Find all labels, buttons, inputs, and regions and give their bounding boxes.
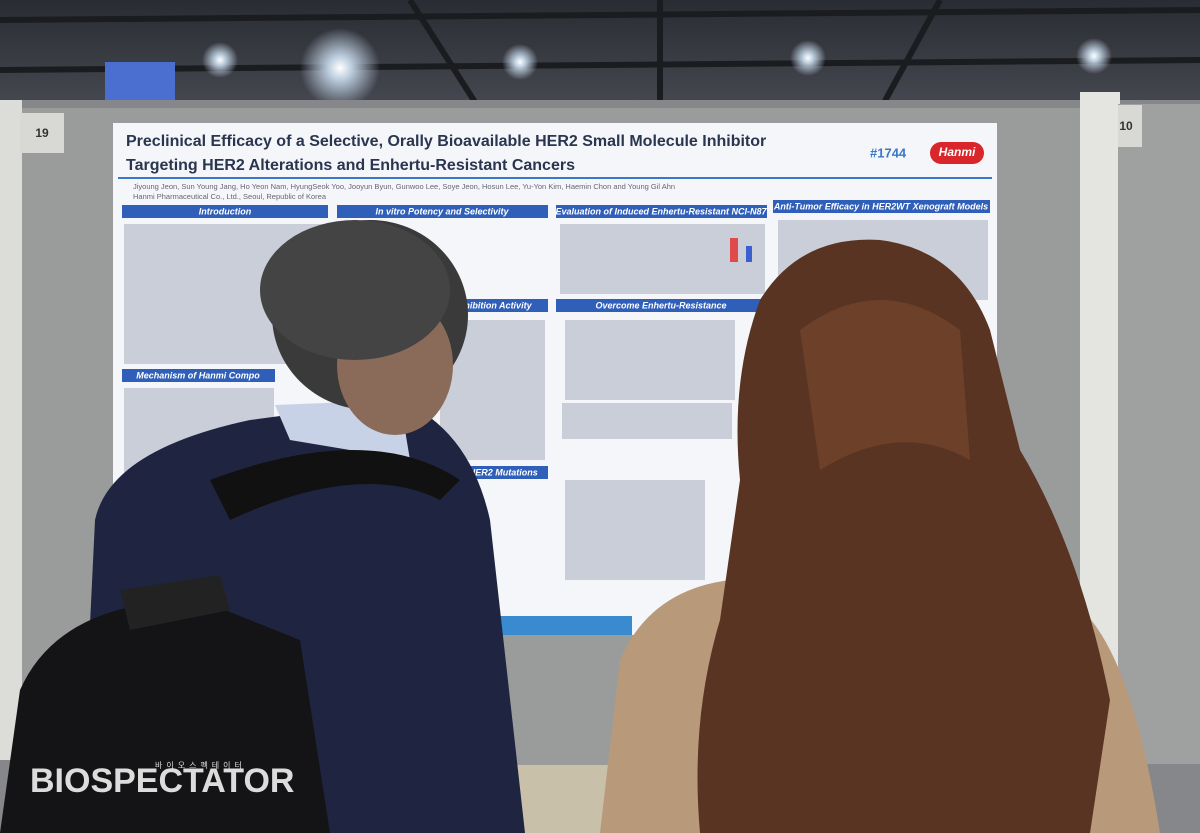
watermark-brand: BIOSPECTATOR [30,762,294,800]
board-post [0,100,22,760]
section-header: Inhibition Activity [456,300,532,310]
title-rule [118,177,992,179]
man [0,220,525,833]
poster-number: #1744 [870,145,907,160]
section-header: Mechanism of Hanmi Compo [136,370,260,380]
board-number: 10 [1119,119,1133,133]
trusses [0,0,1200,112]
section-header: and HER2 Mutations [450,467,538,477]
section-header: Introduction [199,206,252,216]
section-bars [122,200,990,635]
board-tag [1118,105,1142,147]
poster-title: Targeting HER2 Alterations and Enhertu-R… [126,157,575,174]
logo: Hanmi [939,145,976,159]
authors: Jiyoung Jeon, Sun Young Jang, Ho Yeon Na… [133,182,675,191]
board-tag [20,113,64,153]
lights [202,28,1112,108]
board-number: 19 [35,126,49,140]
watermark-korean: 바이오스펙테이터 [155,760,246,770]
chart-marks [730,238,752,262]
logo-badge [930,142,984,164]
next-board [1118,104,1200,764]
poster-title: Preclinical Efficacy of a Selective, Ora… [126,133,766,150]
floor [515,765,615,833]
section-header: Anti-Tumor Efficacy in HER2WT Xenograft … [773,201,988,211]
section-header: In vitro Potency and Selectivity [375,206,509,216]
section-header: Evaluation of Induced Enhertu-Resistant … [555,206,767,216]
section-header: Overcome Enhertu-Resistance [595,300,726,310]
woman [600,239,1160,833]
affiliation: Hanmi Pharmaceutical Co., Ltd., Seoul, R… [133,192,327,201]
